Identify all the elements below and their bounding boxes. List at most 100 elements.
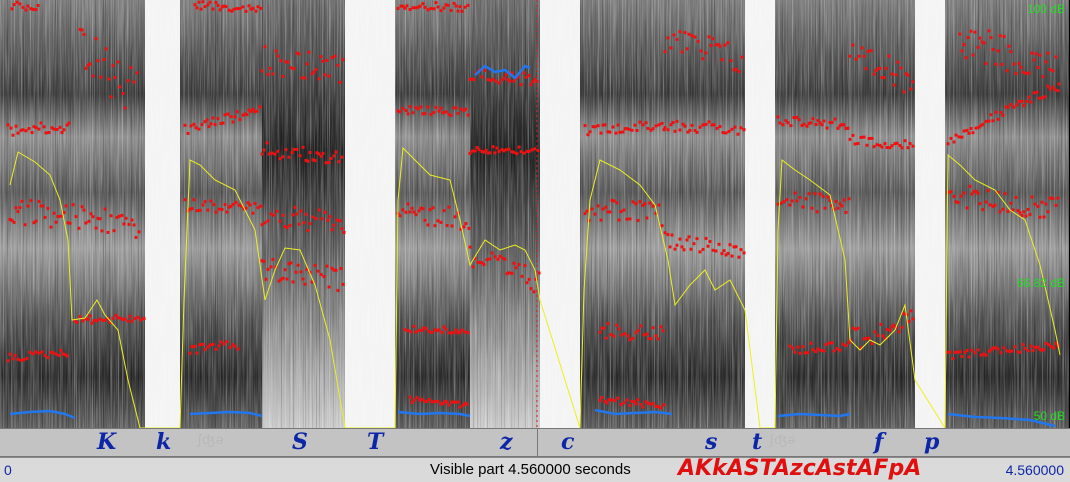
formant-point bbox=[231, 343, 235, 347]
formant-point bbox=[304, 212, 308, 216]
textgrid-tier[interactable]: ʃʤə ʃʤə K k S T z c s t f p bbox=[0, 428, 1070, 457]
formant-point bbox=[599, 131, 603, 135]
formant-point bbox=[590, 207, 594, 211]
formant-point bbox=[878, 66, 882, 70]
tier-symbol[interactable]: s bbox=[705, 429, 718, 455]
formant-point bbox=[1037, 96, 1041, 100]
formant-point bbox=[864, 336, 868, 340]
formant-point bbox=[445, 400, 449, 404]
formant-point bbox=[403, 6, 407, 10]
formant-point bbox=[1001, 113, 1005, 117]
formant-point bbox=[435, 329, 439, 333]
formant-point bbox=[514, 266, 518, 270]
tier-symbol[interactable]: c bbox=[561, 429, 575, 455]
formant-point bbox=[190, 345, 194, 349]
formant-point bbox=[201, 0, 205, 4]
formant-point bbox=[220, 207, 224, 211]
formant-point bbox=[647, 337, 651, 340]
formant-point bbox=[730, 254, 734, 258]
formant-point bbox=[40, 350, 44, 354]
spectrogram-canvas[interactable] bbox=[0, 0, 1069, 428]
formant-point bbox=[317, 77, 321, 81]
formant-point bbox=[896, 60, 900, 64]
formant-point bbox=[466, 3, 470, 7]
formant-point bbox=[197, 0, 201, 4]
formant-point bbox=[420, 329, 424, 332]
spectrogram-panel[interactable]: 100 dB 66.82 dB 50 dB bbox=[0, 0, 1070, 428]
formant-point bbox=[737, 70, 741, 73]
formant-point bbox=[332, 154, 336, 158]
formant-point bbox=[297, 222, 301, 226]
formant-point bbox=[433, 400, 437, 404]
formant-point bbox=[208, 0, 212, 4]
formant-point bbox=[1010, 349, 1014, 353]
formant-point bbox=[241, 5, 245, 9]
formant-point bbox=[462, 109, 466, 113]
formant-point bbox=[659, 406, 663, 410]
formant-point bbox=[776, 202, 780, 206]
formant-point bbox=[603, 400, 607, 403]
formant-point bbox=[1051, 85, 1055, 89]
formant-point bbox=[1044, 60, 1048, 64]
formant-point bbox=[341, 58, 345, 62]
formant-point bbox=[1029, 100, 1033, 104]
formant-point bbox=[98, 317, 102, 321]
end-time[interactable]: 4.560000 bbox=[1005, 462, 1064, 478]
formant-point bbox=[500, 78, 504, 82]
formant-point bbox=[436, 5, 440, 9]
formant-point bbox=[686, 130, 690, 134]
formant-point bbox=[625, 127, 629, 131]
formant-point bbox=[978, 202, 982, 206]
formant-point bbox=[651, 127, 655, 131]
formant-point bbox=[291, 213, 295, 217]
formant-point bbox=[283, 268, 287, 272]
formant-point bbox=[736, 132, 740, 136]
formant-point bbox=[612, 334, 616, 338]
formant-point bbox=[906, 146, 910, 150]
formant-point bbox=[340, 155, 344, 159]
formant-point bbox=[1026, 208, 1030, 211]
formant-point bbox=[490, 251, 494, 255]
formant-point bbox=[1038, 215, 1042, 219]
visible-part-label[interactable]: Visible part 4.560000 seconds bbox=[430, 461, 631, 478]
formant-point bbox=[821, 194, 825, 198]
formant-point bbox=[486, 151, 490, 155]
formant-point bbox=[969, 29, 973, 33]
tier-symbol[interactable]: p bbox=[924, 429, 940, 455]
tier-symbol[interactable]: k bbox=[156, 429, 172, 455]
formant-point bbox=[851, 326, 855, 330]
formant-point bbox=[588, 130, 592, 134]
formant-point bbox=[337, 160, 341, 164]
tier-symbol[interactable]: S bbox=[292, 429, 308, 455]
formant-point bbox=[878, 143, 882, 147]
formant-point bbox=[218, 8, 222, 12]
tier-symbol[interactable]: z bbox=[500, 429, 513, 455]
formant-point bbox=[219, 122, 223, 125]
formant-point bbox=[276, 54, 280, 58]
formant-point bbox=[62, 211, 66, 214]
tier-symbol[interactable]: T bbox=[367, 429, 384, 455]
formant-point bbox=[800, 124, 804, 127]
tier-ghost-label: ʃʤə bbox=[770, 431, 797, 447]
tier-symbol[interactable]: f bbox=[874, 429, 884, 455]
start-time[interactable]: 0 bbox=[4, 462, 12, 478]
formant-point bbox=[1024, 214, 1028, 218]
formant-point bbox=[84, 221, 88, 225]
formant-point bbox=[1044, 341, 1048, 345]
formant-point bbox=[405, 4, 409, 8]
formant-point bbox=[604, 336, 608, 340]
formant-point bbox=[491, 145, 495, 149]
formant-point bbox=[87, 219, 91, 223]
formant-point bbox=[1053, 88, 1057, 92]
formant-point bbox=[865, 143, 869, 147]
formant-point bbox=[729, 59, 733, 63]
formant-point bbox=[106, 230, 110, 234]
formant-point bbox=[897, 330, 901, 334]
formant-point bbox=[289, 66, 293, 70]
formant-point bbox=[712, 123, 716, 127]
tier-symbol[interactable]: t bbox=[752, 429, 763, 455]
formant-point bbox=[838, 348, 842, 352]
formant-point bbox=[480, 261, 484, 265]
tier-symbol[interactable]: K bbox=[97, 429, 117, 455]
formant-point bbox=[439, 9, 443, 13]
